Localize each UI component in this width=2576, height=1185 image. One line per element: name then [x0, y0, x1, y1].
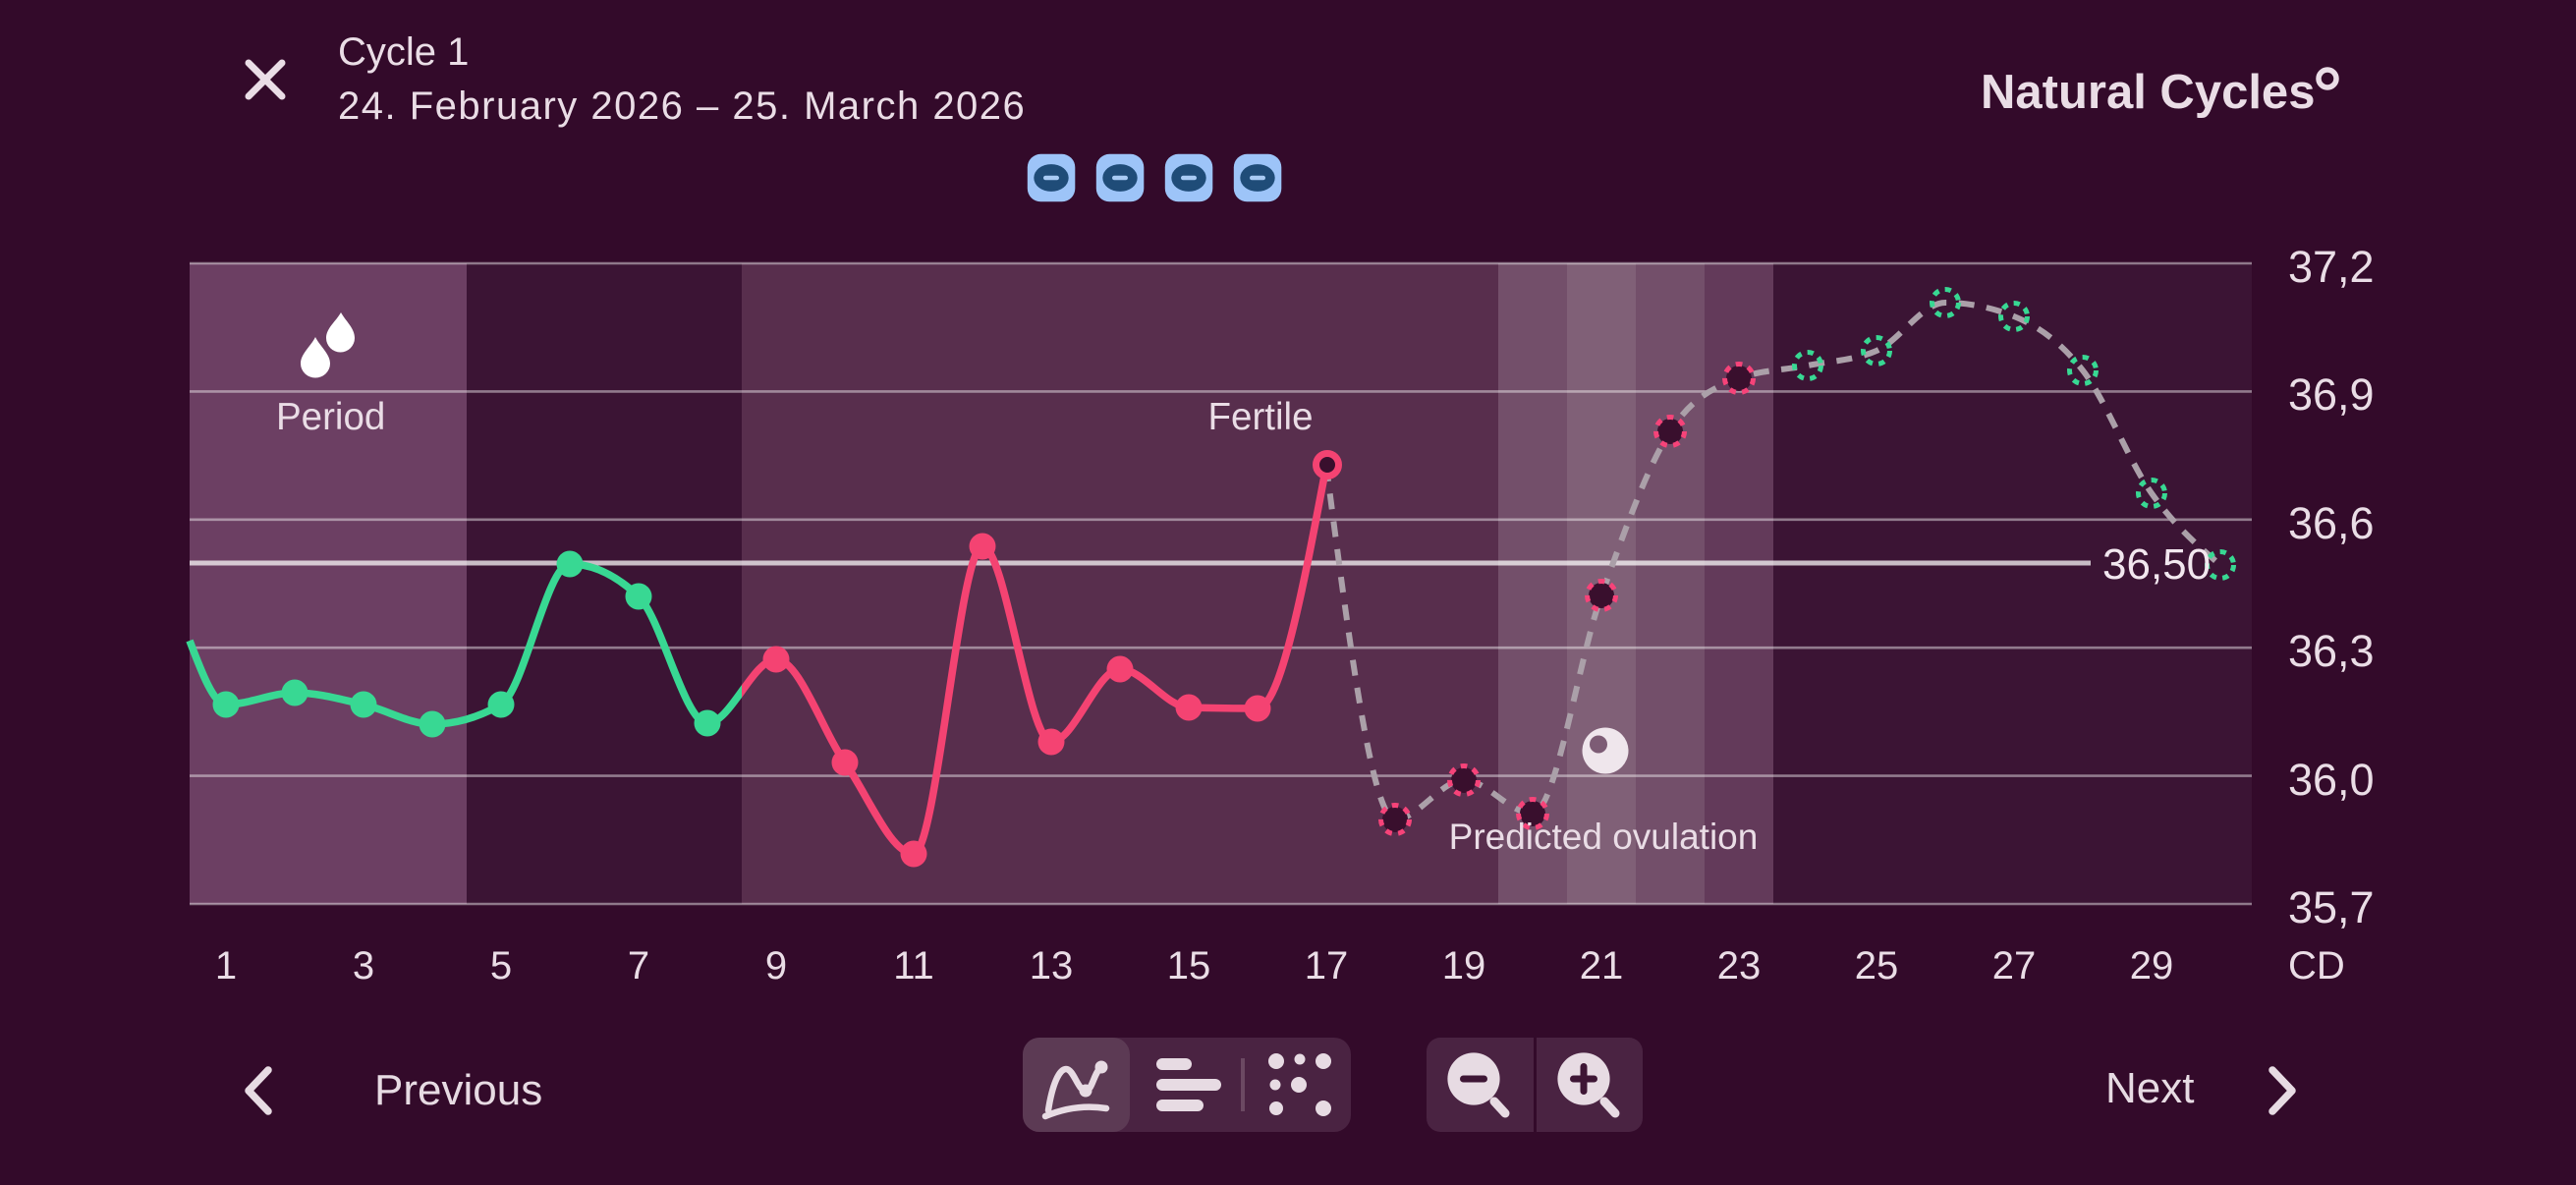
svg-text:24. February 2026 – 25. March: 24. February 2026 – 25. March 2026 [338, 85, 1026, 128]
svg-text:36,3: 36,3 [2288, 626, 2375, 676]
svg-text:Predicted ovulation: Predicted ovulation [1449, 817, 1759, 857]
svg-text:7: 7 [628, 944, 649, 988]
svg-text:Natural Cycles: Natural Cycles [1981, 66, 2315, 119]
svg-text:Previous: Previous [374, 1066, 542, 1114]
svg-text:11: 11 [893, 944, 934, 988]
svg-text:36,6: 36,6 [2288, 498, 2375, 548]
svg-text:Period: Period [276, 396, 385, 438]
svg-text:21: 21 [1580, 944, 1624, 988]
svg-text:36,0: 36,0 [2288, 755, 2375, 805]
svg-text:3: 3 [353, 944, 374, 988]
svg-text:Cycle 1: Cycle 1 [338, 30, 469, 74]
svg-text:13: 13 [1030, 944, 1074, 988]
svg-text:Fertile: Fertile [1208, 396, 1314, 438]
svg-text:Next: Next [2105, 1064, 2194, 1112]
svg-text:9: 9 [765, 944, 787, 988]
svg-text:1: 1 [215, 944, 237, 988]
svg-text:35,7: 35,7 [2288, 882, 2375, 932]
svg-text:29: 29 [2130, 944, 2174, 988]
svg-text:23: 23 [1717, 944, 1762, 988]
svg-text:25: 25 [1855, 944, 1899, 988]
svg-text:CD: CD [2288, 944, 2345, 988]
svg-text:37,2: 37,2 [2288, 242, 2375, 292]
svg-text:5: 5 [490, 944, 512, 988]
svg-text:17: 17 [1305, 944, 1349, 988]
svg-text:36,50: 36,50 [2102, 540, 2211, 589]
svg-text:19: 19 [1442, 944, 1486, 988]
svg-text:36,9: 36,9 [2288, 369, 2375, 420]
svg-text:27: 27 [1992, 944, 2037, 988]
svg-text:15: 15 [1167, 944, 1211, 988]
